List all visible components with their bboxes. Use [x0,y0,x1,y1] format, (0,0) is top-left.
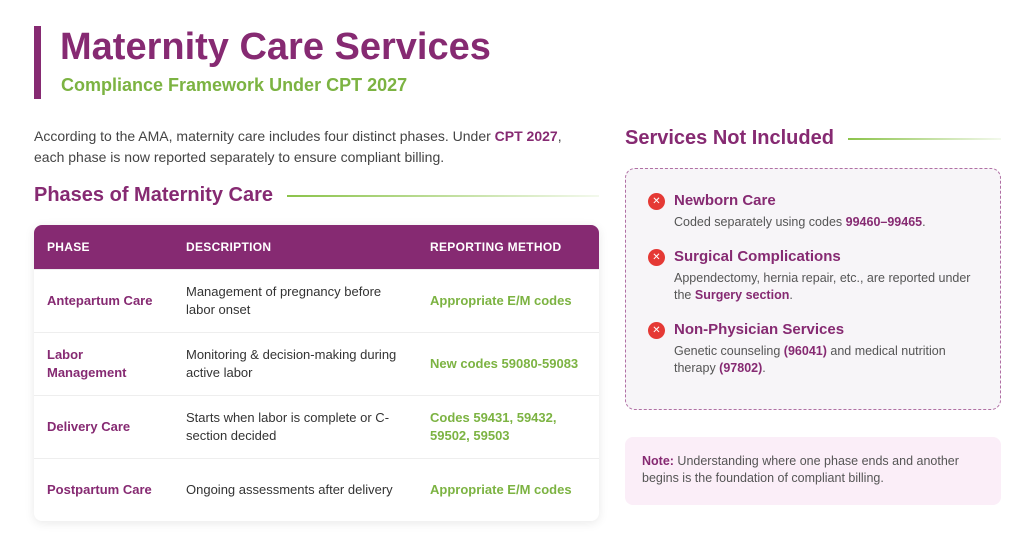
description-text: and medical nutrition therapy [674,344,946,375]
column-header: REPORTING METHOD [417,225,599,269]
x-icon: ✕ [648,193,665,210]
excluded-item: ✕ Surgical Complications Appendectomy, her… [648,248,978,304]
phase-description: Starts when labor is complete or C-secti… [173,394,417,458]
phase-description: Monitoring & decision-making during acti… [173,331,417,395]
phase-name: Delivery Care [34,394,173,458]
description-text: . [762,361,766,375]
reporting-method: Appropriate E/M codes [417,268,599,332]
heading-text: Phases of Maternity Care [34,184,273,206]
phases-table: PHASE DESCRIPTION REPORTING METHOD Antepar… [34,225,599,521]
description-text: . [922,215,926,229]
note: Note: Understanding where one phase ends… [625,437,1001,505]
section-heading: Phases of Maternity Care [34,184,599,207]
excluded-item: ✕ Newborn Care Coded separately using code… [648,192,978,231]
description-text: . [789,288,793,302]
description-text: Coded separately using codes [674,215,846,229]
item-title: Non-Physician Services [674,321,845,338]
x-icon: ✕ [648,249,665,266]
header-row: PHASE DESCRIPTION REPORTING METHOD [34,225,599,269]
title-bar [34,26,41,99]
excluded-box: ✕ Newborn Care Coded separately using code… [625,168,1001,410]
description-text: Appendectomy, hernia repair, etc., are r… [674,271,971,302]
section-heading: Services Not Included [625,127,1001,150]
table-card: PHASE DESCRIPTION REPORTING METHOD Antepar… [34,225,599,521]
phase-name: Labor Management [34,331,173,395]
item-body: Non-Physician Services Genetic counseling… [674,321,978,377]
table-row: Antepartum Care Management of pregnancy b… [34,268,599,332]
intro-highlight: CPT 2027 [494,128,558,144]
excluded-item: ✕ Non-Physician Services Genetic counselin… [648,321,978,377]
reporting-method: Appropriate E/M codes [417,457,599,521]
item-body: Newborn Care Coded separately using codes… [674,192,926,231]
code-highlight: 99460–99465 [845,215,923,229]
code-highlight: (96041) [783,344,827,358]
x-icon: ✕ [648,322,665,339]
note-text: Understanding where one phase ends and a… [642,454,959,485]
note-label: Note: [642,454,674,468]
code-highlight: (97802) [719,361,763,375]
item-description: Appendectomy, hernia repair, etc., are r… [674,270,978,304]
description-text: Genetic counseling [674,344,784,358]
table-row: Postpartum Care Ongoing assessments after… [34,457,599,521]
title: Maternity Care Services [60,26,491,68]
reporting-method: New codes 59080-59083 [417,331,599,395]
phase-name: Postpartum Care [34,457,173,521]
column-header: PHASE [34,225,173,269]
divider [286,194,599,197]
item-title: Surgical Complications [674,248,841,265]
column-header: DESCRIPTION [173,225,417,269]
code-highlight: Surgery section [694,288,790,302]
item-description: Genetic counseling (96041) and medical n… [674,343,978,377]
item-description: Coded separately using codes 99460–99465… [674,214,926,231]
phase-name: Antepartum Care [34,268,173,332]
item-body: Surgical Complications Appendectomy, hern… [674,248,978,304]
subtitle: Compliance Framework Under CPT 2027 [61,75,408,95]
reporting-method: Codes 59431, 59432, 59502, 59503 [417,394,599,458]
table-row: Labor Management Monitoring & decision-ma… [34,331,599,395]
intro-text: , each phase is now reported separately … [34,128,562,165]
intro-text: According to the AMA, maternity care inc… [34,128,495,144]
item-title: Newborn Care [674,192,776,209]
divider [847,137,1001,140]
heading-text: Services Not Included [625,127,834,149]
phase-description: Management of pregnancy before labor ons… [173,268,417,332]
intro: According to the AMA, maternity care inc… [34,126,594,168]
phase-description: Ongoing assessments after delivery [173,457,417,521]
table-row: Delivery Care Starts when labor is comple… [34,394,599,458]
